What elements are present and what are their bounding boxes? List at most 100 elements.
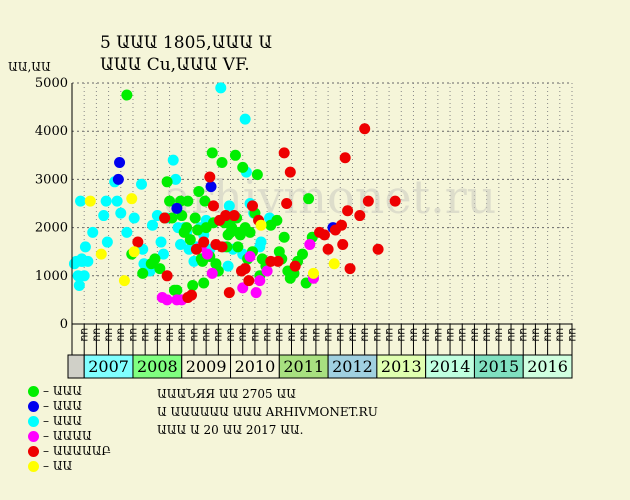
data-point — [161, 270, 173, 282]
data-point — [337, 238, 349, 250]
legend-swatch — [28, 431, 39, 442]
data-point — [372, 243, 384, 255]
quarter-label: ԱԱ — [395, 328, 405, 342]
data-point — [98, 210, 110, 222]
data-point — [216, 157, 228, 169]
data-point — [220, 210, 232, 222]
data-point — [328, 258, 340, 270]
quarter-label: ԱԱ — [383, 328, 393, 342]
quarter-label: ԱԱ — [163, 328, 173, 342]
quarter-label: ԱԱ — [359, 328, 369, 342]
data-point — [359, 123, 371, 135]
data-point — [254, 275, 266, 287]
data-point — [157, 248, 169, 260]
data-point — [232, 241, 244, 253]
quarter-label: ԱԱ — [115, 328, 125, 342]
data-point — [181, 222, 193, 234]
legend-swatch — [28, 446, 39, 457]
data-point — [184, 234, 196, 246]
info-source-line: Ա ԱԱԱԱԱԱ ԱԱԱ ARHIVMONET.RU — [157, 405, 378, 419]
data-point — [272, 255, 284, 267]
legend-label: – ԱԱԱԱԱԲ — [43, 444, 112, 458]
data-point — [206, 267, 218, 279]
data-point — [244, 226, 256, 238]
data-point — [278, 147, 290, 159]
data-point — [304, 238, 316, 250]
quarter-label: ԱԱ — [212, 328, 222, 342]
data-point — [192, 224, 204, 236]
year-label: 2008 — [137, 357, 178, 376]
y-axis-label: ԱԱ,ԱԱ — [8, 60, 51, 74]
data-point — [128, 246, 140, 258]
legend-label: – ԱԱԱ — [43, 384, 82, 398]
quarter-label: ԱԱ — [285, 328, 295, 342]
data-point — [115, 207, 127, 219]
quarter-label: ԱԱ — [481, 328, 491, 342]
chart-title-line2: ԱԱԱ Cu,ԱԱԱ VF. — [100, 55, 250, 75]
year-label: 2009 — [186, 357, 227, 376]
data-point — [121, 89, 133, 101]
data-point — [303, 193, 315, 205]
quarter-label: ԱԱ — [188, 328, 198, 342]
legend-item: – ԱԱԱ — [28, 399, 111, 414]
y-tick-label: 4000 — [35, 124, 68, 139]
data-point — [75, 195, 87, 207]
legend-label: – ԱԱԱԱ — [43, 429, 92, 443]
data-point — [251, 169, 263, 181]
legend-label: – ԱԱԱ — [43, 414, 82, 428]
legend-label: – ԱԱԱ — [43, 399, 82, 413]
data-point — [205, 181, 217, 193]
data-point — [228, 210, 240, 222]
quarter-label: ԱԱ — [420, 328, 430, 342]
quarter-label: ԱԱ — [322, 328, 332, 342]
data-point — [190, 243, 202, 255]
quarter-label: ԱԱ — [432, 328, 442, 342]
data-point — [136, 178, 148, 190]
quarter-label: ԱԱ — [407, 328, 417, 342]
quarter-label: ԱԱ — [493, 328, 503, 342]
data-point — [239, 113, 251, 125]
data-point — [189, 212, 201, 224]
data-point — [137, 267, 149, 279]
data-point — [199, 195, 211, 207]
data-point — [170, 173, 182, 185]
legend-swatch — [28, 461, 39, 472]
data-point — [216, 241, 228, 253]
data-point — [186, 289, 198, 301]
year-label: 2012 — [332, 357, 373, 376]
data-point — [126, 193, 138, 205]
data-point — [121, 226, 133, 238]
quarter-label: ԱԱ — [505, 328, 515, 342]
data-point — [243, 275, 255, 287]
legend-swatch — [28, 416, 39, 427]
quarter-label: ԱԱ — [468, 328, 478, 342]
plot-area — [72, 83, 572, 324]
data-point — [289, 260, 301, 272]
chart-title-line1: 5 ԱԱԱ 1805,ԱԱԱ Ա — [100, 33, 273, 53]
legend-item: – ԱԱ — [28, 459, 111, 474]
year-label: 2015 — [478, 357, 519, 376]
data-point — [187, 279, 199, 291]
quarter-label: ԱԱ — [127, 328, 137, 342]
data-point — [307, 267, 319, 279]
year-label: 2013 — [381, 357, 422, 376]
data-point — [389, 195, 401, 207]
info-block: ԱԱԱՆЯЯ ԱԱ 2705 ԱԱ Ա ԱԱԱԱԱԱ ԱԱԱ ARHIVMONE… — [157, 385, 378, 439]
data-point — [223, 200, 235, 212]
quarter-label: ԱԱ — [273, 328, 283, 342]
quarter-label: ԱԱ — [566, 328, 576, 342]
data-point — [318, 229, 330, 241]
data-point — [155, 236, 167, 248]
quarter-label: ԱԱ — [529, 328, 539, 342]
data-point — [84, 195, 96, 207]
data-point — [198, 236, 210, 248]
year-label: 2014 — [430, 357, 471, 376]
data-point — [161, 176, 173, 188]
data-point — [271, 214, 283, 226]
quarter-label: ԱԱ — [151, 328, 161, 342]
quarter-label: ԱԱ — [517, 328, 527, 342]
data-point — [246, 200, 258, 212]
data-point — [78, 270, 90, 282]
quarter-label: ԱԱ — [298, 328, 308, 342]
data-point — [128, 212, 140, 224]
